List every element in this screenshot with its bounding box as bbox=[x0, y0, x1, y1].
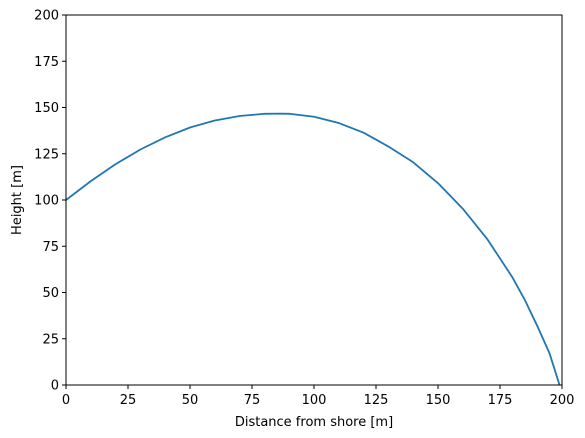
y-tick-label: 75 bbox=[42, 240, 59, 255]
x-tick-label: 175 bbox=[488, 393, 513, 408]
y-tick-label: 100 bbox=[34, 194, 59, 209]
y-tick-label: 200 bbox=[34, 9, 59, 24]
plot-marks bbox=[66, 15, 562, 385]
y-tick-label: 150 bbox=[34, 101, 59, 116]
axes: 0 25 50 75 100 125 150 175 200 0 25 50 75 100 125 150 17… bbox=[34, 9, 574, 409]
plot-area bbox=[66, 15, 562, 385]
y-tick-label: 125 bbox=[34, 147, 59, 162]
x-axis-label: Distance from shore [m] bbox=[235, 415, 393, 430]
x-tick-label: 0 bbox=[62, 393, 70, 408]
x-tick-label: 50 bbox=[182, 393, 199, 408]
y-tick-label: 25 bbox=[42, 332, 59, 347]
x-tick-label: 125 bbox=[364, 393, 389, 408]
y-tick-label: 0 bbox=[51, 379, 59, 394]
y-tick-label: 175 bbox=[34, 55, 59, 70]
x-tick-label: 100 bbox=[302, 393, 327, 408]
series-line-1 bbox=[66, 112, 561, 385]
x-tick-label: 150 bbox=[426, 393, 451, 408]
x-tick-label: 25 bbox=[120, 393, 137, 408]
y-axis-label: Height [m] bbox=[10, 165, 25, 235]
x-tick-label: 200 bbox=[550, 393, 575, 408]
y-tick-label: 50 bbox=[42, 286, 59, 301]
x-tick-label: 75 bbox=[244, 393, 261, 408]
